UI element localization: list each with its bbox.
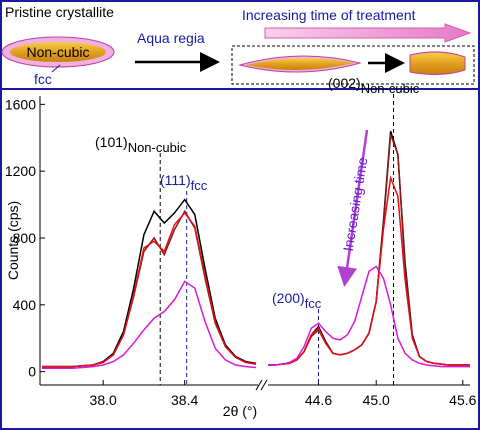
x-tick-label: 45.6	[449, 392, 476, 408]
pointer	[51, 64, 61, 73]
label: fcc	[34, 71, 52, 87]
arrow	[264, 23, 472, 43]
y-tick-label: 800	[13, 230, 37, 246]
annotation: Increasing time	[340, 156, 371, 252]
axis-break	[260, 379, 268, 391]
label: Aqua regia	[137, 30, 205, 46]
core-shape	[10, 42, 106, 62]
annotation-main: (111)	[160, 172, 191, 188]
annotation-main: (002)	[328, 75, 361, 91]
series-line	[268, 174, 470, 366]
annotation-sub: Non-cubic	[128, 140, 187, 155]
y-tick-label: 0	[28, 364, 36, 380]
series-line	[42, 280, 257, 370]
x-axis-label: 2θ (°)	[223, 403, 257, 419]
series-line	[268, 265, 470, 368]
trend-arrow	[337, 129, 369, 287]
box	[231, 45, 475, 85]
annotation-sub: fcc	[191, 178, 208, 193]
core-shape	[409, 51, 466, 76]
label: Non-cubic	[26, 44, 89, 60]
series-line	[42, 211, 257, 368]
annotation: (101)Non-cubic	[95, 134, 187, 155]
core-shape	[246, 57, 354, 71]
annotation-sub: Non-cubic	[361, 81, 420, 96]
y-axis-label: Counts (cps)	[5, 201, 21, 280]
y-tick-label: 400	[13, 297, 37, 313]
schematic: Pristine crystallite Non-cubic fcc Aqua …	[1, 4, 475, 87]
annotation-sub: fcc	[305, 296, 322, 311]
annotation-main: (101)	[95, 134, 128, 150]
label: Pristine crystallite	[5, 4, 114, 20]
x-tick-label: 45.0	[363, 392, 390, 408]
y-tick-label: 1200	[5, 163, 36, 179]
annotation-main: (200)	[272, 290, 305, 306]
y-tick-label: 1600	[5, 96, 36, 112]
x-tick-label: 38.0	[90, 392, 117, 408]
x-tick-label: 38.4	[171, 392, 198, 408]
plot: 38.0 38.4 0 400 800 1200 1600 Counts (cps) 2θ (°…	[5, 75, 477, 419]
axis-break	[255, 379, 263, 391]
annotation: (111)fcc	[160, 172, 208, 193]
annotation: (002)Non-cubic	[328, 75, 420, 96]
annotation: (200)fcc	[272, 290, 322, 311]
x-tick-label: 44.6	[305, 392, 332, 408]
label: Increasing time of treatment	[242, 7, 416, 23]
